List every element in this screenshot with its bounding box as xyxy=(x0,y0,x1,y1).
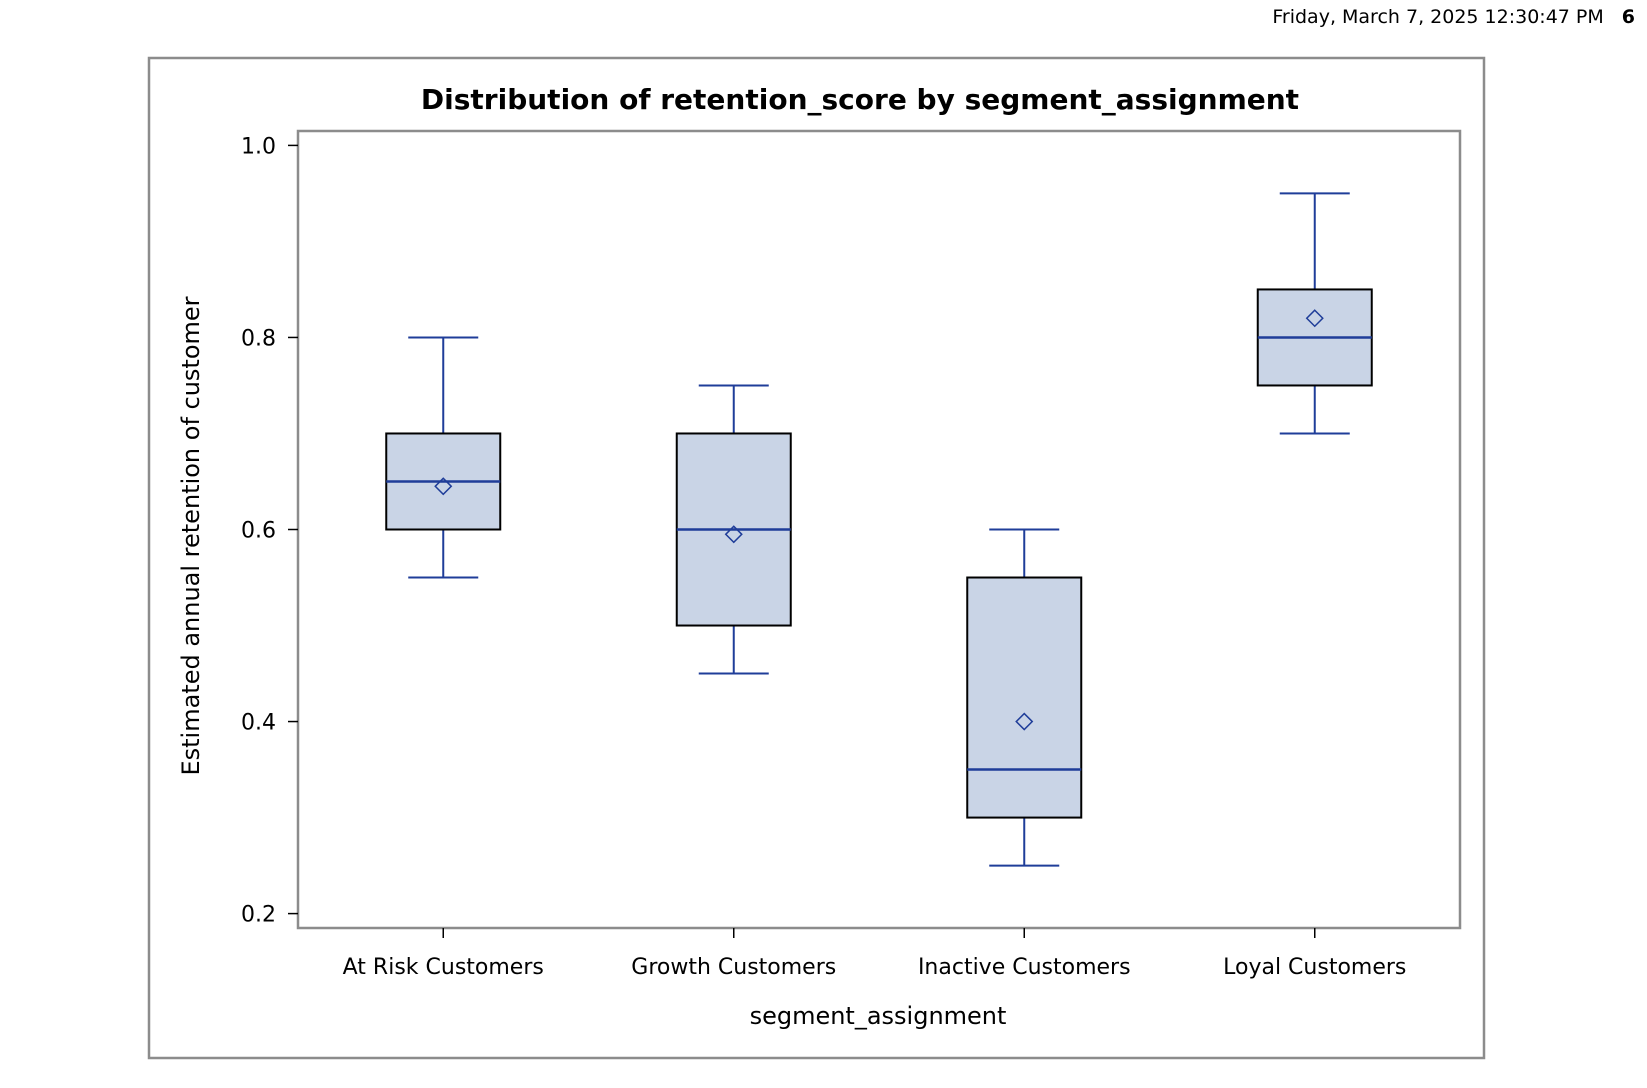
page-header: Friday, March 7, 2025 12:30:47 PM 6 xyxy=(1272,6,1635,28)
box-group xyxy=(966,528,1083,867)
x-tick-label: Loyal Customers xyxy=(1223,955,1406,980)
mean-marker xyxy=(434,477,453,496)
box-group xyxy=(1256,192,1373,435)
x-tick-label: At Risk Customers xyxy=(343,955,544,980)
interquartile-box xyxy=(966,576,1083,819)
y-tick-label: 0.6 xyxy=(241,519,276,544)
x-axis: At Risk Customers Growth Customers Inactiv… xyxy=(343,928,1406,980)
page-number: 6 xyxy=(1621,6,1635,28)
boxes-layer xyxy=(385,192,1373,867)
mean-marker xyxy=(1305,309,1324,328)
mean-marker xyxy=(724,525,743,544)
y-tick-label: 0.4 xyxy=(241,711,276,736)
x-tick-label: Growth Customers xyxy=(631,955,836,980)
chart-title: Distribution of retention_score by segme… xyxy=(421,83,1299,116)
y-tick-label: 0.2 xyxy=(241,903,276,928)
timestamp: Friday, March 7, 2025 12:30:47 PM xyxy=(1272,6,1604,28)
box-group xyxy=(675,384,792,675)
y-tick-label: 1.0 xyxy=(241,134,276,159)
box-group xyxy=(385,336,502,579)
mean-marker xyxy=(1015,712,1034,731)
y-axis: 0.2 0.4 0.6 0.8 1.0 xyxy=(241,134,298,928)
y-axis-label: Estimated annual retention of customer xyxy=(177,296,205,775)
y-tick-label: 0.8 xyxy=(241,326,276,351)
x-tick-label: Inactive Customers xyxy=(918,955,1131,980)
x-axis-label: segment_assignment xyxy=(750,1002,1007,1030)
plot-area xyxy=(296,129,1462,930)
